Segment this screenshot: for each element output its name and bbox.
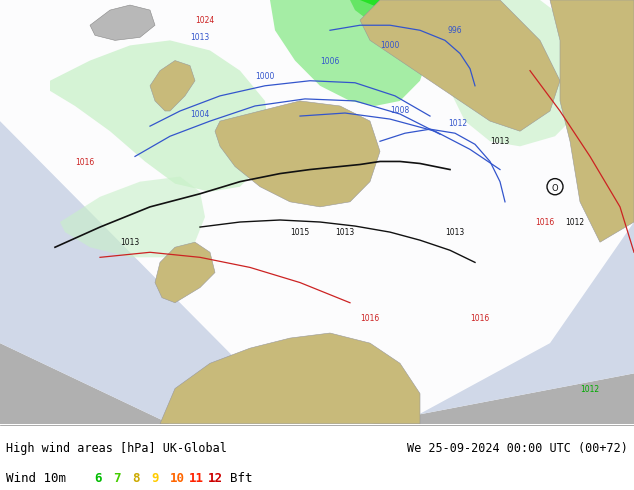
Polygon shape	[550, 0, 634, 242]
Text: 7: 7	[113, 472, 120, 485]
Text: 1016: 1016	[360, 314, 380, 323]
Polygon shape	[90, 5, 155, 40]
Text: 1013: 1013	[120, 238, 139, 247]
Text: Wind 10m: Wind 10m	[6, 472, 67, 485]
Text: We 25-09-2024 00:00 UTC (00+72): We 25-09-2024 00:00 UTC (00+72)	[407, 442, 628, 455]
Text: 1016: 1016	[75, 157, 94, 167]
Text: 1016: 1016	[470, 314, 489, 323]
Text: 1013: 1013	[335, 228, 354, 237]
Text: 1013: 1013	[490, 137, 510, 147]
Polygon shape	[0, 0, 634, 424]
Text: 1015: 1015	[290, 228, 309, 237]
Text: 1006: 1006	[320, 57, 340, 66]
Text: High wind areas [hPa] UK-Global: High wind areas [hPa] UK-Global	[6, 442, 227, 455]
Text: 1012: 1012	[566, 218, 585, 227]
Polygon shape	[60, 176, 205, 257]
Text: 1000: 1000	[256, 72, 275, 81]
Text: 6: 6	[94, 472, 101, 485]
Polygon shape	[155, 242, 215, 303]
Polygon shape	[445, 0, 590, 147]
Text: 8: 8	[132, 472, 139, 485]
Text: 1024: 1024	[195, 16, 215, 25]
Text: 12: 12	[208, 472, 223, 485]
Text: 1012: 1012	[581, 385, 600, 393]
Polygon shape	[0, 0, 634, 424]
Polygon shape	[215, 101, 380, 207]
Text: 11: 11	[189, 472, 204, 485]
Text: 10: 10	[170, 472, 185, 485]
Polygon shape	[360, 0, 560, 131]
Text: 1008: 1008	[391, 106, 410, 115]
Text: 1013: 1013	[445, 228, 465, 237]
Text: 1012: 1012	[448, 119, 467, 128]
Text: 1013: 1013	[190, 33, 210, 43]
Text: Bft: Bft	[230, 472, 252, 485]
Polygon shape	[160, 333, 420, 424]
Text: 1000: 1000	[380, 42, 399, 50]
Text: 9: 9	[151, 472, 158, 485]
Polygon shape	[0, 0, 634, 424]
Polygon shape	[150, 61, 195, 111]
Text: O: O	[552, 184, 559, 193]
Text: 1016: 1016	[535, 218, 555, 227]
Polygon shape	[270, 0, 430, 106]
Polygon shape	[50, 40, 270, 192]
Text: 1004: 1004	[190, 110, 210, 119]
Text: 996: 996	[448, 26, 462, 35]
Polygon shape	[350, 0, 490, 75]
